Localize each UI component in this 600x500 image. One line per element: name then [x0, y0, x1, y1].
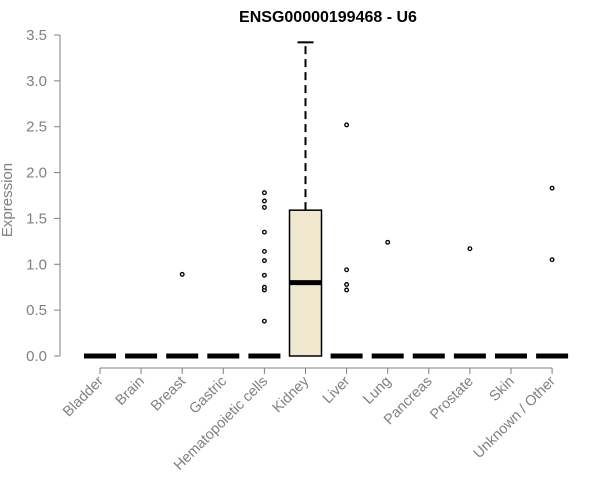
outlier-point	[261, 248, 267, 254]
y-axis-label: Expression	[0, 163, 16, 237]
outlier-point	[261, 258, 267, 264]
outlier-point	[261, 272, 267, 278]
chart-title: ENSG00000199468 - U6	[239, 9, 417, 26]
y-tick-label: 2.0	[26, 165, 47, 182]
outlier-point	[261, 190, 267, 196]
outlier-point	[549, 257, 555, 263]
x-tick-label: Liver	[320, 373, 354, 407]
outlier-point	[467, 246, 473, 252]
outlier-point	[385, 239, 391, 245]
boxes-group	[84, 41, 569, 359]
y-tick-label: 1.5	[26, 210, 47, 227]
box-prostate	[453, 246, 486, 359]
y-tick-label: 2.5	[26, 119, 47, 136]
outlier-point	[344, 122, 350, 128]
x-tick-label: Kidney	[270, 373, 313, 416]
box-hematopoietic-cells	[248, 190, 281, 359]
y-tick-label: 1.0	[26, 256, 47, 273]
box-kidney	[288, 41, 323, 357]
x-tick-label: Prostate	[427, 374, 476, 423]
y-tick-label: 0.0	[26, 348, 47, 365]
y-tick-label: 0.5	[26, 302, 47, 319]
x-tick-label: Bladder	[60, 373, 107, 420]
y-tick-label: 3.5	[26, 27, 47, 44]
outlier-point	[344, 282, 350, 287]
outlier-point	[261, 204, 267, 210]
x-tick-label: Breast	[148, 374, 189, 415]
box-unknown-other	[536, 185, 569, 359]
outlier-point	[261, 198, 267, 204]
box-breast	[166, 271, 199, 359]
box-liver	[330, 122, 363, 359]
outlier-point	[261, 318, 267, 324]
outlier-point	[261, 229, 267, 235]
outlier-point	[549, 185, 555, 191]
y-tick-label: 3.0	[26, 73, 47, 90]
outlier-point	[179, 271, 185, 277]
box-lung	[371, 239, 404, 359]
x-tick-label: Brain	[113, 374, 148, 409]
outlier-point	[344, 267, 350, 273]
y-axis: 0.0 0.5 1.0 1.5 2.0 2.5 3.0 3.5	[26, 27, 61, 365]
x-tick-label: Skin	[487, 374, 518, 405]
outlier-point	[261, 284, 267, 290]
x-tick-label: Lung	[360, 374, 394, 408]
outlier-point	[344, 287, 350, 293]
